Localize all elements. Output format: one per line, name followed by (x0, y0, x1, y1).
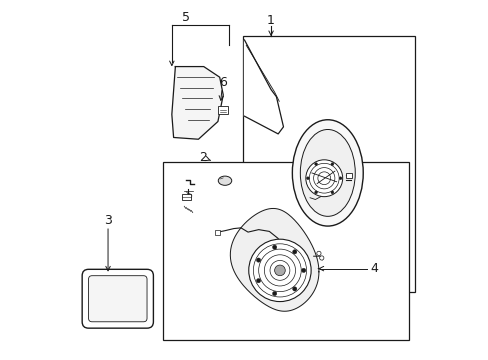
Text: 4: 4 (369, 262, 377, 275)
Circle shape (272, 245, 276, 249)
Circle shape (272, 291, 276, 296)
Circle shape (292, 287, 296, 291)
Bar (345, 172, 351, 177)
Ellipse shape (292, 120, 363, 226)
Text: 6: 6 (219, 76, 227, 89)
Bar (218, 106, 227, 114)
Text: 3: 3 (104, 214, 112, 227)
Circle shape (316, 251, 321, 256)
Polygon shape (230, 208, 318, 311)
Circle shape (305, 160, 342, 197)
Text: 2: 2 (199, 151, 206, 164)
Circle shape (274, 265, 285, 276)
Bar (242, 36, 414, 292)
Circle shape (248, 239, 310, 302)
Circle shape (306, 177, 309, 180)
Circle shape (314, 163, 317, 166)
Bar (182, 194, 191, 200)
Polygon shape (171, 67, 223, 139)
Ellipse shape (218, 176, 231, 185)
FancyBboxPatch shape (82, 269, 153, 328)
Circle shape (256, 279, 260, 283)
Circle shape (301, 268, 305, 273)
Ellipse shape (300, 130, 355, 216)
Bar (163, 162, 408, 339)
Text: 5: 5 (182, 11, 190, 24)
Circle shape (292, 250, 296, 254)
FancyBboxPatch shape (88, 276, 147, 322)
Circle shape (330, 163, 333, 166)
Circle shape (256, 258, 260, 262)
Text: 1: 1 (266, 14, 274, 27)
Polygon shape (244, 40, 283, 134)
Circle shape (330, 191, 333, 194)
Circle shape (339, 177, 341, 180)
Bar (215, 230, 220, 235)
Circle shape (314, 191, 317, 194)
Circle shape (319, 256, 323, 260)
